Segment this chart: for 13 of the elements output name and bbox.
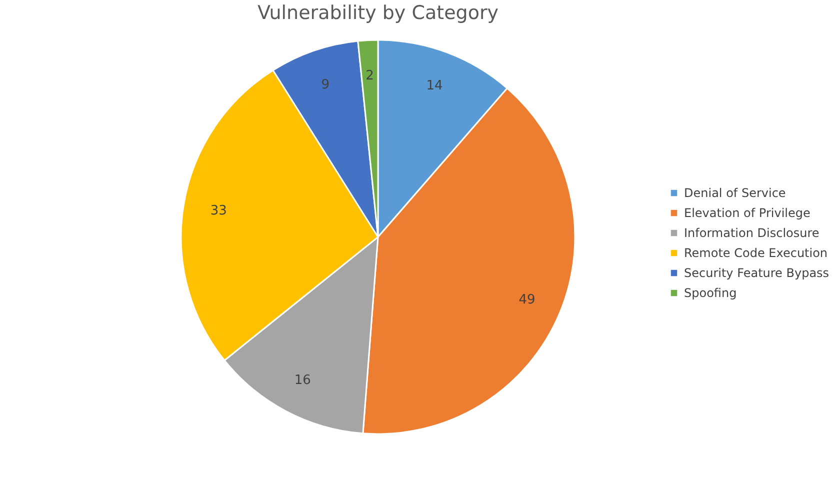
data-label: 14 [426,78,443,94]
data-label: 49 [518,292,536,308]
data-label: 33 [210,203,227,218]
legend-label: Remote Code Execution [684,246,828,260]
data-label: 9 [321,77,330,92]
legend-label: Information Disclosure [684,226,820,240]
legend-label: Denial of Service [684,186,786,200]
data-label: 2 [366,68,374,84]
chart-title: Vulnerability by Category [258,2,498,24]
legend-label: Security Feature Bypass [684,266,830,280]
legend-label: Spoofing [684,286,737,300]
data-label: 16 [294,372,311,388]
legend-label: Elevation of Privilege [684,206,810,220]
